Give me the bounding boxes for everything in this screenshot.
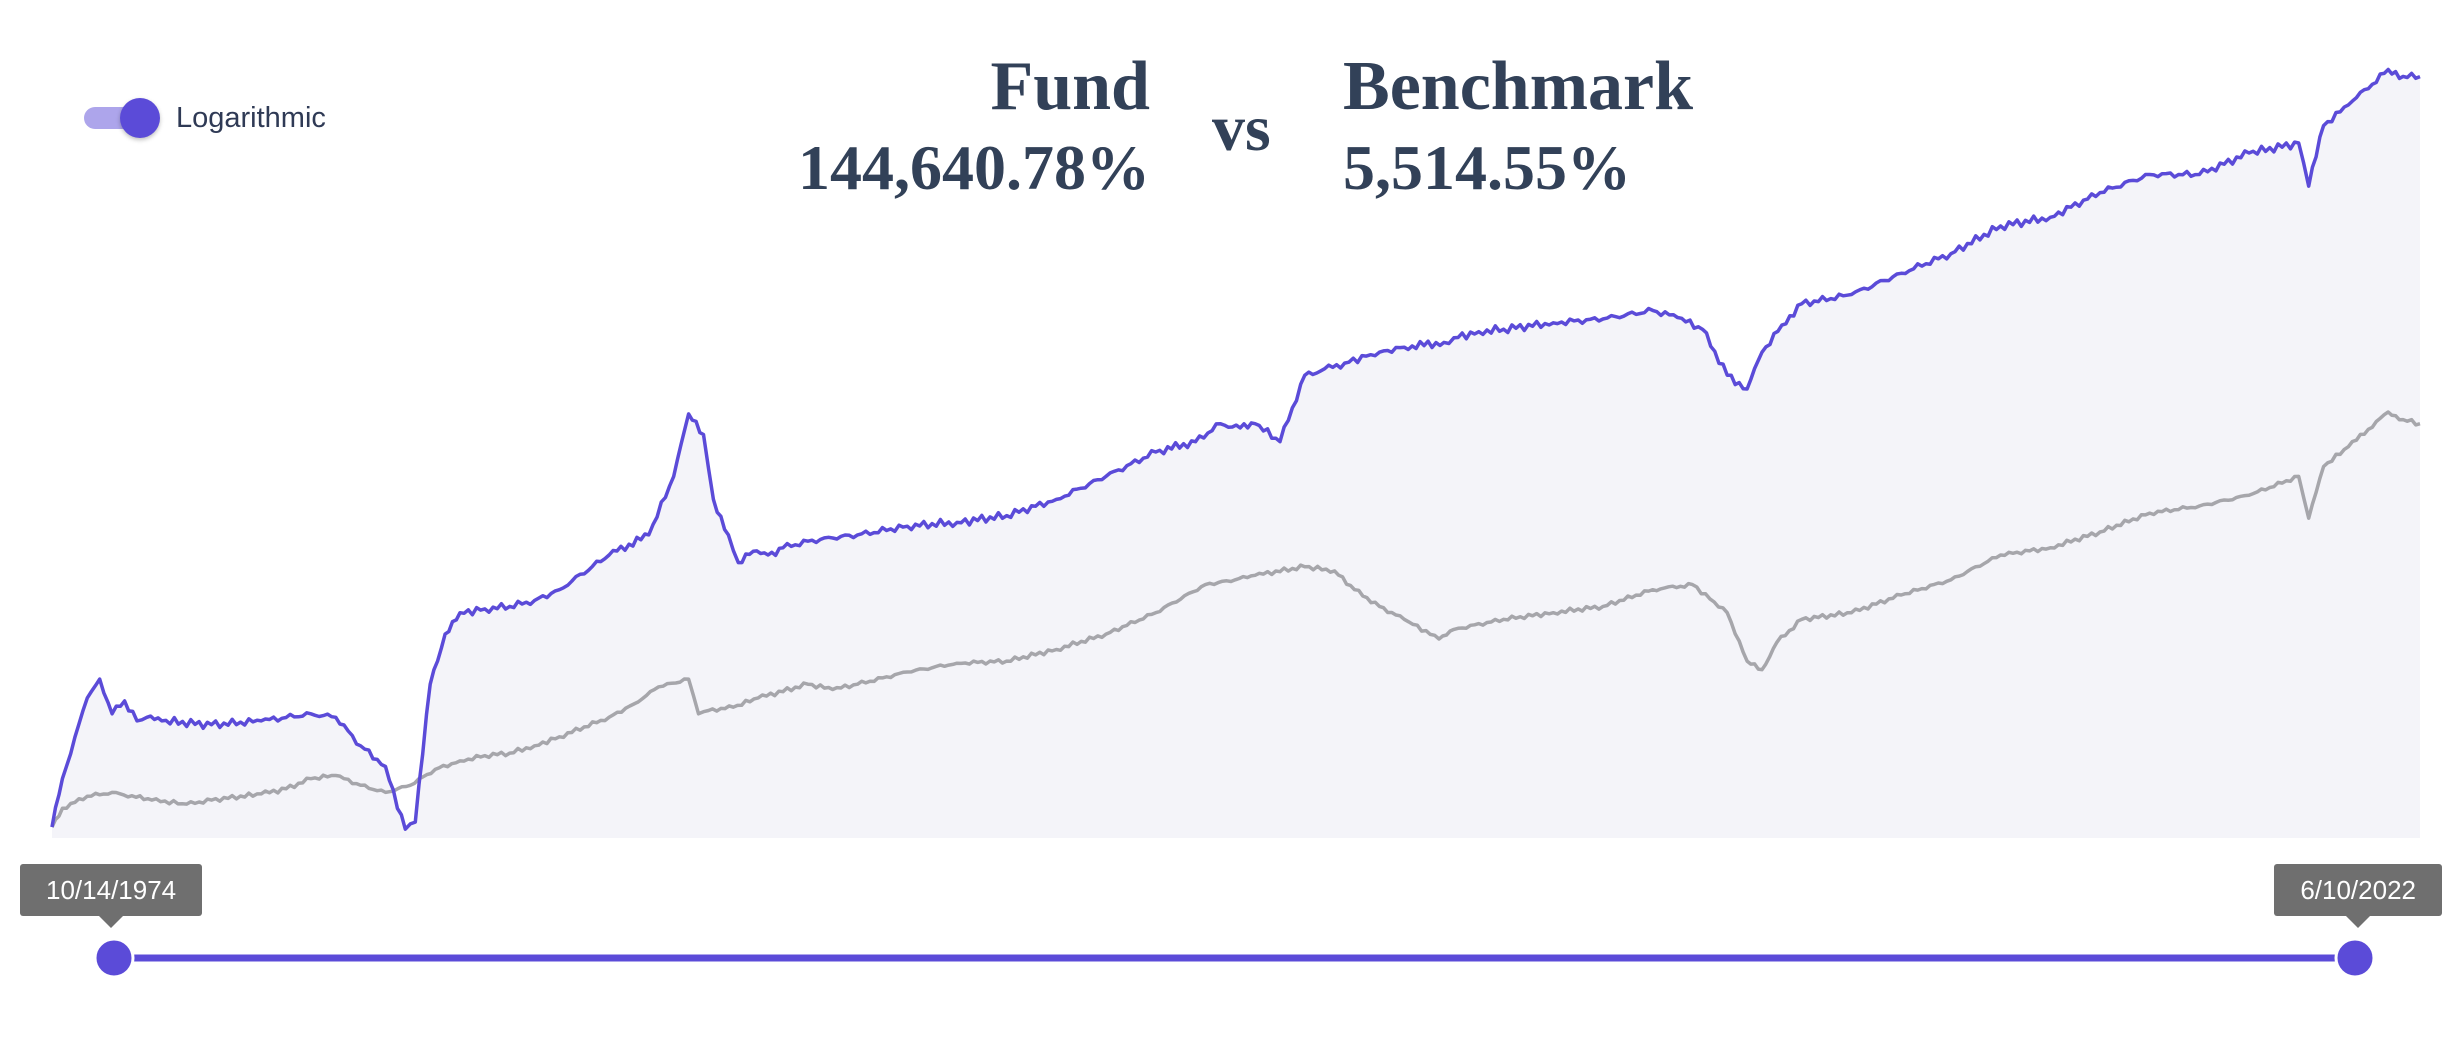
fund-area-fill (52, 69, 2420, 838)
benchmark-return: 5,514.55% (1343, 132, 1631, 203)
vs-label: vs (1212, 92, 1271, 165)
logarithmic-label: Logarithmic (176, 102, 326, 134)
benchmark-title: Benchmark (1343, 48, 1693, 125)
date-range-start-handle[interactable] (93, 937, 135, 979)
logarithmic-toggle[interactable] (84, 98, 160, 138)
fund-line (50, 67, 2421, 831)
date-range-end-handle[interactable] (2334, 937, 2376, 979)
fund-title: Fund (990, 48, 1150, 125)
toggle-thumb[interactable] (120, 98, 160, 138)
start-date-label: 10/14/1974 (20, 864, 203, 928)
benchmark-line (50, 410, 2421, 828)
end-date-label: 6/10/2022 (2274, 864, 2442, 928)
fund-return: 144,640.78% (798, 132, 1150, 203)
